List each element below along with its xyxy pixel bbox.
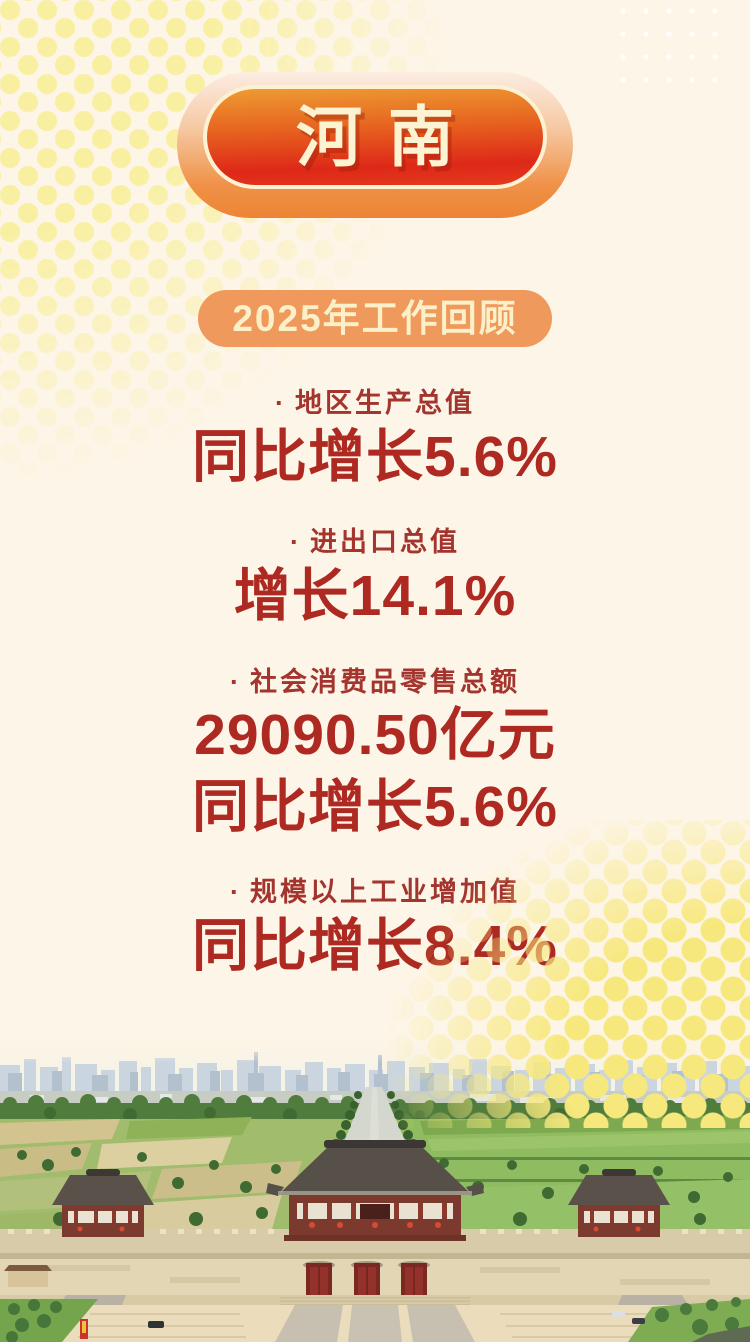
review-title-badge: 2025年工作回顾 — [0, 290, 750, 347]
bullet-dot-icon: · — [275, 388, 287, 418]
stat-value: 同比增长8.4% — [192, 914, 558, 979]
aerial-photo — [0, 1037, 750, 1342]
review-title: 2025年工作回顾 — [232, 298, 518, 339]
aerial-photo-illustration — [0, 1037, 750, 1342]
bullet-dot-icon: · — [230, 666, 242, 697]
bullet-dot-icon: · — [290, 527, 302, 558]
stat-value-secondary: 同比增长5.6% — [192, 774, 558, 839]
stat-item-gdp: · 地区生产总值 同比增长5.6% — [0, 387, 750, 492]
stat-value: 增长14.1% — [233, 564, 517, 629]
stat-item-trade: · 进出口总值 增长14.1% — [0, 526, 750, 631]
stat-label-text: 社会消费品零售总额 — [250, 666, 520, 697]
stats-list: · 地区生产总值 同比增长5.6% · 进出口总值 增长14.1% · 社会消费品零售… — [0, 387, 750, 982]
stat-value: 29090.50亿元 — [194, 703, 556, 768]
stat-label: · 社会消费品零售总额 — [0, 666, 750, 700]
bullet-dot-icon: · — [230, 877, 242, 908]
review-title-pill: 2025年工作回顾 — [198, 290, 552, 347]
province-title: 河南 — [296, 100, 480, 174]
province-badge-halo: 河南 — [177, 72, 573, 218]
province-badge: 河南 — [0, 0, 750, 218]
stat-label: · 地区生产总值 — [0, 387, 750, 421]
stat-label-text: 规模以上工业增加值 — [250, 877, 520, 908]
stat-label: · 规模以上工业增加值 — [0, 876, 750, 910]
stat-label-text: 进出口总值 — [310, 527, 460, 558]
stat-item-industry: · 规模以上工业增加值 同比增长8.4% — [0, 876, 750, 981]
stat-value: 同比增长5.6% — [192, 424, 558, 489]
stat-label-text: 地区生产总值 — [295, 388, 475, 418]
stat-label: · 进出口总值 — [0, 526, 750, 560]
province-badge-pill: 河南 — [203, 85, 547, 189]
stat-item-retail: · 社会消费品零售总额 29090.50亿元 同比增长5.6% — [0, 666, 750, 843]
